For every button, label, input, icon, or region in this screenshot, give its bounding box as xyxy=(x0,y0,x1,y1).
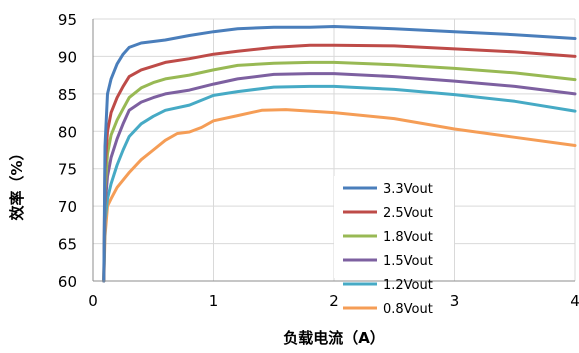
axes: 60 65 70 75 80 85 90 95 0 1 2 3 4 xyxy=(58,11,579,310)
y-tick-label: 60 xyxy=(58,273,77,291)
x-tick-label: 4 xyxy=(570,292,579,310)
legend-label-0-8vout: 0.8Vout xyxy=(383,302,433,317)
y-tick-label: 90 xyxy=(58,48,77,66)
legend-label-2-5vout: 2.5Vout xyxy=(383,206,433,221)
x-tick-label: 3 xyxy=(450,292,460,310)
legend-label-1-8vout: 1.8Vout xyxy=(383,230,433,245)
y-tick-label: 95 xyxy=(58,11,77,29)
series-line-2-5vout xyxy=(102,43,577,283)
y-tick-label: 75 xyxy=(58,161,77,179)
y-tick-label: 80 xyxy=(58,123,77,141)
y-tick-label: 70 xyxy=(58,198,77,216)
legend: 3.3Vout 2.5Vout 1.8Vout 1.5Vout 1.2Vout 0.8Vo… xyxy=(334,176,454,317)
x-tick-label: 2 xyxy=(329,292,339,310)
y-tick-label: 65 xyxy=(58,236,77,254)
y-axis-title: 效率（%） xyxy=(8,145,26,220)
y-tick-label: 85 xyxy=(58,86,77,104)
x-axis-title: 负载电流（A） xyxy=(283,329,385,347)
series-line-3-3vout xyxy=(102,25,577,283)
series-line-1-2vout xyxy=(102,84,577,283)
series-line-1-8vout xyxy=(102,60,577,283)
legend-label-1-5vout: 1.5Vout xyxy=(383,254,433,269)
legend-label-1-2vout: 1.2Vout xyxy=(383,278,433,293)
x-tick-label: 1 xyxy=(209,292,219,310)
series-line-0-8vout xyxy=(102,108,577,283)
x-tick-label: 0 xyxy=(88,292,98,310)
legend-label-3-3vout: 3.3Vout xyxy=(383,182,433,197)
series-lines xyxy=(102,25,577,283)
series-line-1-5vout xyxy=(102,72,577,283)
